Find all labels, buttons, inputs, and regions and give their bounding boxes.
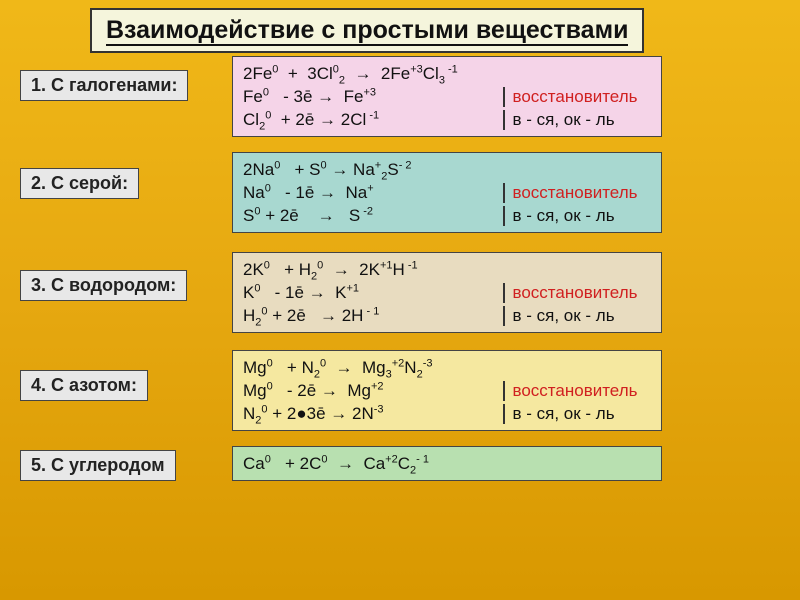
eq3-line2: K0 - 1ē → K+1 восстановитель [243,282,651,305]
eq4-abbrev: в - ся, ок - ль [513,403,615,426]
page-title-box: Взаимодействие с простыми веществами [90,8,644,53]
eq4-line1: Mg0 + N20 → Mg3+2N2-3 [243,357,651,380]
eq3-reducer: восстановитель [513,282,638,305]
eq3-line3: H20 + 2ē → 2H - 1 в - ся, ок - ль [243,305,651,328]
eq2-abbrev: в - ся, ок - ль [513,205,615,228]
label-4-text: 4. С азотом: [31,375,137,395]
label-hydrogen: 3. С водородом: [20,270,187,301]
equation-box-2: 2Na0 + S0 → Na+2S- 2 Na0 - 1ē → Na+ восс… [232,152,662,233]
eq4-line3: N20 + 2●3ē → 2N-3 в - ся, ок - ль [243,403,651,426]
eq5-line1: Ca0 + 2C0 → Ca+2C2- 1 [243,453,651,476]
label-carbon: 5. С углеродом [20,450,176,481]
eq1-reducer: восстановитель [513,86,638,109]
equation-box-3: 2K0 + H20 → 2K+1H -1 K0 - 1ē → K+1 восст… [232,252,662,333]
eq2-line2: Na0 - 1ē → Na+ восстановитель [243,182,651,205]
label-5-text: 5. С углеродом [31,455,165,475]
equation-box-4: Mg0 + N20 → Mg3+2N2-3 Mg0 - 2ē → Mg+2 во… [232,350,662,431]
page-title: Взаимодействие с простыми веществами [106,16,628,46]
equation-box-5: Ca0 + 2C0 → Ca+2C2- 1 [232,446,662,481]
eq4-reducer: восстановитель [513,380,638,403]
eq4-line2: Mg0 - 2ē → Mg+2 восстановитель [243,380,651,403]
label-nitrogen: 4. С азотом: [20,370,148,401]
eq2-line1: 2Na0 + S0 → Na+2S- 2 [243,159,651,182]
eq2-reducer: восстановитель [513,182,638,205]
eq1-line2: Fe0 - 3ē → Fe+3 восстановитель [243,86,651,109]
eq1-line3: Cl20 + 2ē → 2Cl -1 в - ся, ок - ль [243,109,651,132]
eq3-abbrev: в - ся, ок - ль [513,305,615,328]
eq1-line1: 2Fe0 + 3Cl02 → 2Fe+3Cl3 -1 [243,63,651,86]
eq1-abbrev: в - ся, ок - ль [513,109,615,132]
eq3-line1: 2K0 + H20 → 2K+1H -1 [243,259,651,282]
equation-box-1: 2Fe0 + 3Cl02 → 2Fe+3Cl3 -1 Fe0 - 3ē → Fe… [232,56,662,137]
label-sulfur: 2. С серой: [20,168,139,199]
label-2-text: 2. С серой: [31,173,128,193]
label-1-text: 1. С галогенами: [31,75,177,95]
label-3-text: 3. С водородом: [31,275,176,295]
eq2-line3: S0 + 2ē → S -2 в - ся, ок - ль [243,205,651,228]
label-halogens: 1. С галогенами: [20,70,188,101]
